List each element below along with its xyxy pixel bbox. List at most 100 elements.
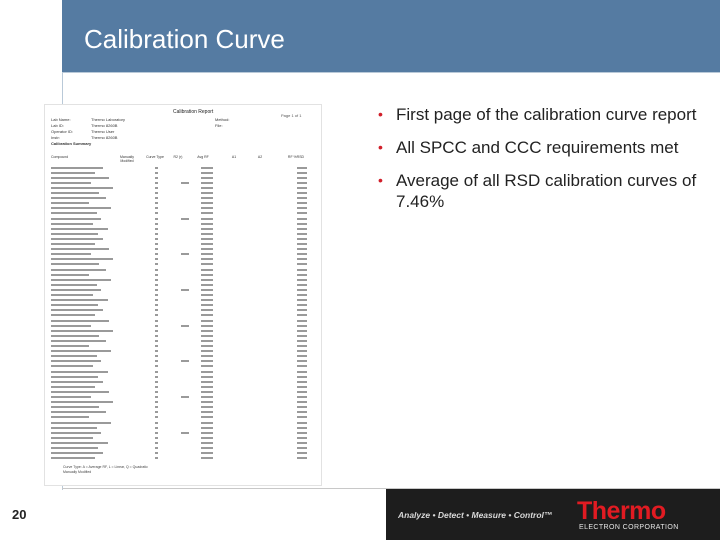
column-header-rf-rsd: RF %RSD xyxy=(287,155,305,159)
report-cell xyxy=(201,176,213,179)
report-cell xyxy=(297,360,307,363)
report-cell xyxy=(155,406,158,409)
report-cell xyxy=(201,283,213,286)
report-cell xyxy=(155,309,158,312)
report-cell xyxy=(51,222,93,225)
report-cell xyxy=(155,360,158,363)
bullet-text: First page of the calibration curve repo… xyxy=(396,105,697,124)
report-row xyxy=(51,379,313,384)
report-cell xyxy=(201,207,213,210)
report-row xyxy=(51,446,313,451)
report-cell xyxy=(51,385,95,388)
report-cell xyxy=(297,217,307,220)
report-cell xyxy=(201,365,213,368)
report-meta-right: Method: File: xyxy=(215,117,229,129)
report-cell xyxy=(155,186,158,189)
report-footer: Curve Type: A = Average RF, L = Linear, … xyxy=(63,465,148,475)
report-cell xyxy=(201,222,213,225)
report-cell xyxy=(201,288,213,291)
report-cell xyxy=(201,273,213,276)
report-cell xyxy=(201,350,213,353)
report-row xyxy=(51,175,313,180)
title-underline xyxy=(62,72,720,73)
report-cell xyxy=(155,314,158,317)
report-cell xyxy=(201,355,213,358)
report-cell xyxy=(51,192,99,194)
report-row xyxy=(51,425,313,430)
report-cell xyxy=(51,457,95,460)
report-cell xyxy=(201,232,213,235)
column-header-compound: Compound xyxy=(51,155,69,159)
report-cell xyxy=(297,278,307,281)
report-row xyxy=(51,410,313,415)
report-cell xyxy=(201,197,213,200)
report-row xyxy=(51,191,313,196)
report-cell xyxy=(51,268,106,271)
report-cell xyxy=(155,227,158,230)
report-row xyxy=(51,262,313,267)
report-cell xyxy=(51,324,91,327)
report-row xyxy=(51,277,313,282)
report-cell xyxy=(155,237,158,240)
bullet-item: • All SPCC and CCC requirements met xyxy=(378,137,708,158)
report-cell xyxy=(155,181,158,184)
report-cell xyxy=(201,416,213,419)
report-cell xyxy=(155,294,158,296)
report-row xyxy=(51,201,313,206)
meta-value: Thermo 8260B xyxy=(91,135,118,140)
report-cell xyxy=(297,304,307,307)
footer-band xyxy=(386,489,720,540)
report-cell xyxy=(297,436,307,439)
report-cell xyxy=(51,212,97,215)
report-cell xyxy=(155,380,158,383)
report-cell xyxy=(201,314,213,317)
column-header-avg-rf: Avg RF xyxy=(197,155,209,159)
report-cell xyxy=(297,227,307,230)
report-row xyxy=(51,430,313,435)
report-cell xyxy=(155,345,158,347)
report-cell xyxy=(51,360,101,363)
report-meta-values: Thermo Laboratory Thermo 8260B Thermo Us… xyxy=(91,117,125,141)
report-cell xyxy=(181,431,189,434)
report-row xyxy=(51,359,313,364)
report-cell xyxy=(51,355,97,358)
report-row xyxy=(51,211,313,216)
report-cell xyxy=(297,258,307,261)
report-cell xyxy=(155,263,158,266)
report-cell xyxy=(51,278,111,281)
report-cell xyxy=(51,237,103,240)
report-cell xyxy=(297,355,307,358)
report-row xyxy=(51,282,313,287)
bullet-dot-icon: • xyxy=(378,139,383,155)
report-row xyxy=(51,338,313,343)
thermo-logo: Thermo xyxy=(577,497,666,525)
thermo-logo-subtitle: ELECTRON CORPORATION xyxy=(579,524,679,531)
report-row xyxy=(51,257,313,262)
report-cell xyxy=(155,350,158,353)
report-cell xyxy=(51,452,103,455)
report-cell xyxy=(201,339,213,342)
footer-rule xyxy=(62,488,720,489)
report-cell xyxy=(201,299,213,302)
report-cell xyxy=(51,416,89,419)
report-cell xyxy=(297,319,307,322)
meta-value: Thermo 8260B xyxy=(91,123,118,128)
report-cell xyxy=(297,365,307,368)
report-cell xyxy=(155,243,158,245)
report-cell xyxy=(201,227,213,230)
report-cell xyxy=(201,324,213,327)
report-cell xyxy=(201,436,213,439)
meta-right-label: File: xyxy=(215,123,223,128)
report-row xyxy=(51,323,313,328)
report-cell xyxy=(155,288,158,291)
column-header-a1: A1 xyxy=(231,155,237,159)
report-cell xyxy=(297,452,307,455)
report-cell xyxy=(51,248,109,251)
report-cell xyxy=(297,375,307,378)
report-cell xyxy=(155,171,158,174)
title-bar: Calibration Curve xyxy=(62,0,720,72)
report-cell xyxy=(201,396,213,398)
report-cell xyxy=(201,181,213,184)
report-cell xyxy=(201,411,213,414)
bullet-item: • First page of the calibration curve re… xyxy=(378,104,708,125)
